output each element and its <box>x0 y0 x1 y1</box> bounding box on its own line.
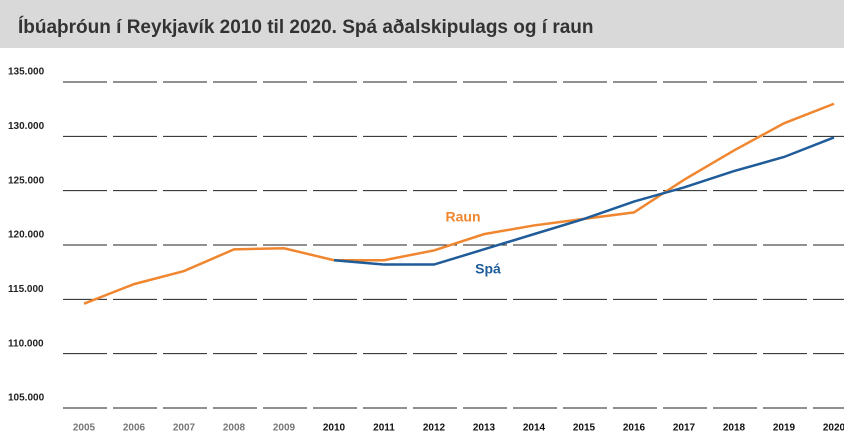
x-tick-label: 2005 <box>73 423 96 434</box>
x-tick-label: 2018 <box>723 423 746 434</box>
x-tick-label: 2017 <box>673 423 696 434</box>
x-tick-label: 2016 <box>623 423 646 434</box>
y-tick-label: 115.000 <box>8 284 44 295</box>
x-tick-label: 2006 <box>123 423 146 434</box>
x-tick-label: 2011 <box>373 423 395 434</box>
y-tick-label: 120.000 <box>8 230 45 241</box>
chart-title: Íbúaþróun í Reykjavík 2010 til 2020. Spá… <box>18 16 594 38</box>
x-tick-label: 2007 <box>173 423 196 434</box>
series-line <box>333 136 835 266</box>
x-tick-label: 2020 <box>823 423 844 434</box>
x-tick-label: 2015 <box>573 423 596 434</box>
y-tick-label: 105.000 <box>8 393 45 404</box>
series-label: Spá <box>475 261 501 277</box>
x-tick-label: 2014 <box>523 423 546 434</box>
x-tick-label: 2010 <box>323 423 346 434</box>
x-tick-label: 2019 <box>773 423 796 434</box>
x-tick-label: 2012 <box>423 423 446 434</box>
y-tick-label: 130.000 <box>8 121 45 132</box>
y-tick-label: 110.000 <box>8 338 44 349</box>
x-tick-label: 2009 <box>273 423 296 434</box>
y-tick-label: 135.000 <box>8 67 45 78</box>
series-line <box>83 102 835 305</box>
x-tick-label: 2008 <box>223 423 246 434</box>
series-label: Raun <box>446 209 481 225</box>
x-tick-label: 2013 <box>473 423 496 434</box>
title-banner <box>0 0 844 48</box>
y-tick-label: 125.000 <box>8 175 45 186</box>
